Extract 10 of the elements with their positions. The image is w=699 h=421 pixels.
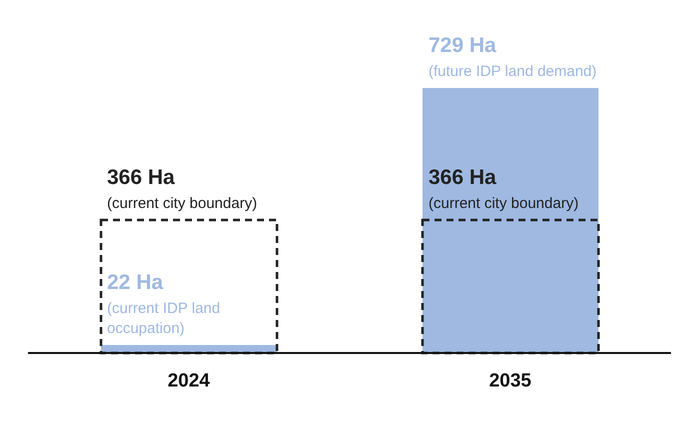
annotation: (current city boundary) [107, 194, 258, 212]
x-tick-label: 2035 [489, 370, 532, 392]
data-label: 366 Ha [428, 166, 497, 189]
data-label: 366 Ha [107, 166, 176, 189]
data-label: 22 Ha [107, 271, 164, 294]
annotation: (current city boundary) [428, 194, 579, 212]
annotation: (current IDP land occupation) [107, 300, 220, 338]
x-tick-label: 2024 [168, 370, 210, 392]
annotation: (future IDP land demand) [428, 63, 597, 80]
data-label: 729 Ha [428, 34, 497, 57]
